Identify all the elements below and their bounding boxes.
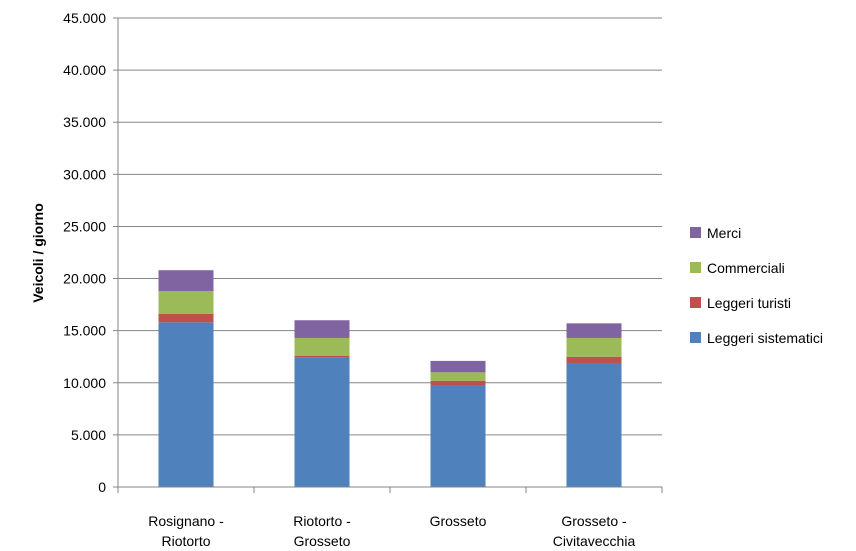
y-tick-label: 0 <box>98 479 106 495</box>
x-category-label: Riotorto -Grosseto <box>293 513 351 549</box>
bar-segment <box>158 270 214 292</box>
y-tick-label: 5.000 <box>71 427 106 443</box>
y-tick-label: 30.000 <box>63 166 106 182</box>
legend-entry: Merci <box>707 225 741 241</box>
bar-segment <box>430 380 486 386</box>
legend-swatch <box>690 262 701 273</box>
bar-segment <box>566 323 622 338</box>
y-tick-label: 20.000 <box>63 271 106 287</box>
x-category-labels: Rosignano -Riotorto Riotorto -Grosseto Gro… <box>148 513 635 549</box>
y-tick-label: 40.000 <box>63 62 106 78</box>
bar-segment <box>294 355 350 358</box>
axes <box>113 17 663 493</box>
bar-segment <box>294 320 350 338</box>
legend-entry: Leggeri sistematici <box>707 330 823 346</box>
y-tick-label: 10.000 <box>63 375 106 391</box>
bar-segment <box>158 291 214 314</box>
bar-segment <box>430 372 486 381</box>
bar-segment <box>566 356 622 363</box>
y-tick-label: 25.000 <box>63 218 106 234</box>
y-tick-label: 35.000 <box>63 114 106 130</box>
bar-segment <box>430 385 486 487</box>
legend-swatch <box>690 332 701 343</box>
legend-swatch <box>690 297 701 308</box>
bar-segment <box>294 357 350 487</box>
legend: Merci Commerciali Leggeri turisti Leggeri s… <box>690 225 823 346</box>
bar-segment <box>566 362 622 487</box>
legend-entry: Commerciali <box>707 260 785 276</box>
y-tick-label: 45.000 <box>63 10 106 26</box>
x-category-label: Grosseto -Civitavecchia <box>553 513 636 549</box>
bars <box>158 270 622 487</box>
bar-segment <box>158 313 214 323</box>
y-tick-label: 15.000 <box>63 323 106 339</box>
bar-segment <box>430 360 486 373</box>
bar-segment <box>158 322 214 487</box>
y-tick-labels: 0 5.000 10.000 15.000 20.000 25.000 30.000 35.0… <box>63 10 106 495</box>
y-axis-label: Veicoli / giorno <box>30 203 46 303</box>
legend-entry: Leggeri turisti <box>707 295 791 311</box>
bar-segment <box>566 337 622 357</box>
bar-segment <box>294 337 350 356</box>
x-category-label: Grosseto <box>430 513 487 529</box>
x-category-label: Rosignano -Riotorto <box>148 513 224 549</box>
legend-swatch <box>690 227 701 238</box>
